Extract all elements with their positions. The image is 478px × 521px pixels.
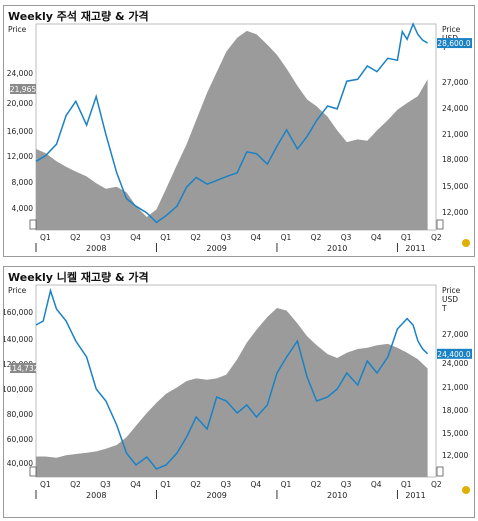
quarter-label: Q3 [220, 233, 231, 242]
left-tick-label: 20,000 [7, 99, 33, 108]
quarter-label: Q3 [341, 480, 352, 489]
left-tick-label: 4,000 [12, 204, 34, 213]
nickel-chart-svg: Price160,000140,000120,000100,00080,0006… [4, 284, 472, 500]
quarter-label: Q4 [130, 480, 141, 489]
scroll-left-marker[interactable] [29, 466, 37, 477]
right-tick-label: 21,000 [442, 130, 468, 139]
inventory-area [36, 308, 428, 477]
quarter-label: Q3 [341, 233, 352, 242]
left-tick-label: 140,000 [4, 335, 33, 344]
tin-chart-panel: Weekly 주석 재고량 & 가격 Price 24,000 20,000 16,0… [3, 5, 475, 257]
left-tick-label: 12,000 [7, 152, 33, 161]
quarter-label: Q2 [431, 480, 442, 489]
scroll-left-marker[interactable] [29, 219, 37, 230]
quarter-label: Q1 [160, 233, 171, 242]
quarter-label: Q1 [40, 480, 51, 489]
year-label: 2008 [86, 491, 106, 500]
quarter-label: Q3 [100, 233, 111, 242]
left-current-badge [10, 84, 36, 94]
left-tick-label: 160,000 [4, 308, 33, 317]
right-tick-label: 12,000 [442, 208, 468, 217]
left-current-badge [10, 363, 36, 373]
chart-title: Weekly 니켈 재고량 & 가격 [8, 271, 149, 284]
left-axis-unit: Price [8, 25, 27, 34]
left-current-value: 114,732 [7, 364, 38, 373]
quarter-label: Q4 [371, 480, 382, 489]
quarter-label: Q2 [70, 480, 81, 489]
left-current-value: 21,965 [10, 85, 36, 94]
right-tick-label: 24,000 [442, 359, 468, 368]
quarter-label: Q3 [220, 480, 231, 489]
quarter-label: Q2 [70, 233, 81, 242]
right-axis-unit: T [441, 304, 447, 313]
inventory-area [36, 30, 428, 231]
settings-icon[interactable] [462, 486, 470, 494]
right-tick-label: 27,000 [442, 78, 468, 87]
right-current-badge [437, 348, 472, 359]
quarter-label: Q4 [251, 233, 262, 242]
quarter-label: Q1 [401, 480, 412, 489]
quarter-label: Q4 [130, 233, 141, 242]
right-tick-label: 15,000 [442, 182, 468, 191]
right-axis-unit: Price [442, 25, 461, 34]
right-tick-label: 24,000 [442, 104, 468, 113]
year-label: 2010 [327, 244, 347, 253]
quarter-label: Q4 [371, 233, 382, 242]
quarter-label: Q2 [311, 233, 322, 242]
year-label: 2011 [405, 244, 425, 253]
quarter-label: Q1 [160, 480, 171, 489]
quarter-label: Q2 [190, 233, 201, 242]
left-tick-label: 60,000 [7, 435, 33, 444]
quarter-label: Q2 [431, 233, 442, 242]
right-tick-label: 27,000 [442, 330, 468, 339]
right-tick-label: 18,000 [442, 155, 468, 164]
quarter-label: Q1 [40, 233, 51, 242]
left-tick-label: 40,000 [7, 459, 33, 468]
year-label: 2009 [207, 244, 227, 253]
price-line [35, 22, 428, 224]
nickel-chart-panel: Weekly 니켈 재고량 & 가격 Price 160,000 140,000 12… [3, 266, 475, 518]
price-line [35, 287, 429, 470]
year-label: 2009 [207, 491, 227, 500]
chart-title: Weekly 주석 재고량 & 가격 [8, 10, 149, 23]
year-label: 2010 [327, 491, 347, 500]
right-tick-label: 18,000 [442, 406, 468, 415]
year-label: 2011 [405, 491, 425, 500]
right-current-value: 28,600.0 [437, 39, 471, 48]
quarter-label: Q4 [251, 480, 262, 489]
quarter-label: Q1 [281, 480, 292, 489]
right-tick-label: 21,000 [442, 383, 468, 392]
quarter-label: Q2 [190, 480, 201, 489]
tin-chart-svg: Price 24,000 20,000 16,000 12,000 8,000 4,000 2… [7, 22, 472, 253]
scroll-right-marker[interactable] [436, 466, 444, 477]
quarter-label: Q1 [281, 233, 292, 242]
quarter-label: Q2 [311, 480, 322, 489]
quarter-label: Q3 [100, 480, 111, 489]
right-axis-unit: USD [442, 295, 458, 304]
left-tick-label: 24,000 [7, 69, 33, 78]
right-current-badge [437, 38, 472, 49]
left-tick-label: 80,000 [7, 410, 33, 419]
left-tick-label: 16,000 [7, 127, 33, 136]
right-axis-unit: Price [442, 286, 461, 295]
left-tick-label: 100,000 [4, 385, 33, 394]
right-tick-label: 12,000 [442, 451, 468, 460]
settings-icon[interactable] [462, 239, 470, 247]
year-label: 2008 [86, 244, 106, 253]
right-tick-label: 15,000 [442, 429, 468, 438]
scroll-right-marker[interactable] [436, 219, 444, 230]
left-tick-label: 8,000 [12, 178, 34, 187]
left-axis-unit: Price [8, 286, 27, 295]
right-current-value: 24,400.0 [437, 350, 471, 359]
quarter-label: Q1 [401, 233, 412, 242]
